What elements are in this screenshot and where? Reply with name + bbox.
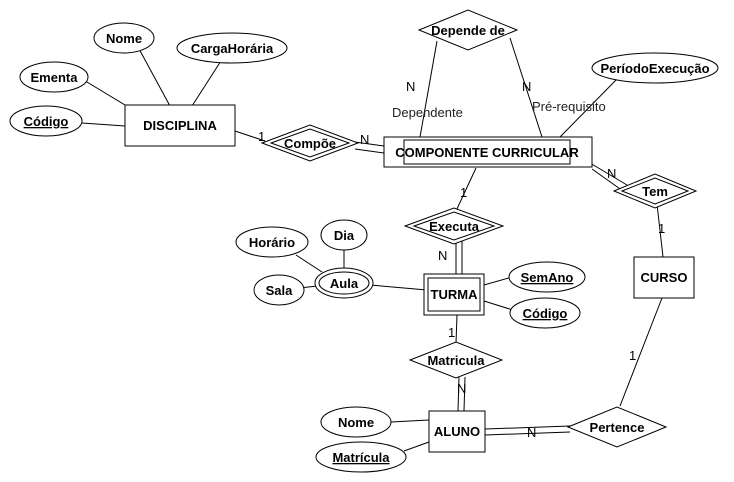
cardinality-matricula-aluno: N <box>457 381 466 396</box>
cardinality-executa-turma: N <box>438 248 447 263</box>
attribute-semano: SemAno <box>508 261 586 293</box>
attribute-matricula-aluno-label: Matrícula <box>332 450 390 465</box>
attribute-nome-aluno: Nome <box>320 406 392 438</box>
entity-disciplina-label: DISCIPLINA <box>143 118 217 133</box>
cardinality-compoe-componente: N <box>360 132 369 147</box>
relationship-depende-label: Depende de <box>431 23 505 38</box>
relationship-pertence: Pertence <box>566 406 668 448</box>
attribute-horario-label: Horário <box>249 235 295 250</box>
entity-disciplina: DISCIPLINA <box>124 104 236 147</box>
attribute-aula-label: Aula <box>330 276 359 291</box>
attribute-sala-label: Sala <box>266 283 294 298</box>
cardinality-tem-componente: N <box>607 166 616 181</box>
relationship-executa-label: Executa <box>429 219 480 234</box>
relationship-compoe: Compõe <box>260 124 360 162</box>
attribute-codigo-turma: Código <box>509 297 581 329</box>
attribute-nome-aluno-label: Nome <box>338 415 374 430</box>
relationship-tem: Tem <box>612 173 698 209</box>
cardinality-executa-componente: 1 <box>460 185 467 200</box>
attribute-carga-label: CargaHorária <box>191 41 274 56</box>
entity-componente-curricular: COMPONENTE CURRICULAR <box>383 136 593 168</box>
attribute-aula-multivalued: Aula <box>314 267 374 299</box>
entity-turma-label: TURMA <box>431 287 479 302</box>
attribute-carga-horaria: CargaHorária <box>176 32 288 64</box>
entity-curso-label: CURSO <box>641 270 688 285</box>
role-dependente: Dependente <box>392 105 463 120</box>
relationship-compoe-label: Compõe <box>284 136 336 151</box>
attribute-sala: Sala <box>253 274 305 306</box>
attribute-codigo-disciplina: Código <box>9 105 83 137</box>
relationship-executa: Executa <box>403 207 505 245</box>
role-pre-requisito: Pré-requisito <box>532 99 606 114</box>
attribute-matricula-aluno: Matrícula <box>315 441 407 473</box>
entity-aluno: ALUNO <box>428 410 486 453</box>
entity-turma: TURMA <box>423 273 485 316</box>
relationship-tem-label: Tem <box>642 184 668 199</box>
attribute-periodo-label: PeríodoExecução <box>600 61 709 76</box>
cardinality-depende-right: N <box>522 79 531 94</box>
attribute-semano-label: SemAno <box>521 270 574 285</box>
cardinality-compoe-disciplina: 1 <box>258 129 265 144</box>
relationship-depende-de: Depende de <box>417 9 519 51</box>
attribute-dia-label: Dia <box>334 228 355 243</box>
cardinality-pertence-curso: 1 <box>629 348 636 363</box>
attribute-ementa: Ementa <box>19 61 89 93</box>
cardinality-pertence-aluno: N <box>527 425 536 440</box>
attribute-dia: Dia <box>320 219 368 251</box>
attribute-horario: Horário <box>235 226 309 258</box>
relationship-matricula-label: Matricula <box>427 353 485 368</box>
connector-lines <box>81 37 664 452</box>
entity-aluno-label: ALUNO <box>434 424 480 439</box>
entity-componente-label: COMPONENTE CURRICULAR <box>395 145 579 160</box>
cardinality-matricula-turma: 1 <box>448 325 455 340</box>
relationship-matricula: Matricula <box>408 341 504 379</box>
cardinality-tem-curso: 1 <box>658 221 665 236</box>
attribute-nome: Nome <box>93 22 155 54</box>
attribute-codigo-turma-label: Código <box>523 306 568 321</box>
attribute-ementa-label: Ementa <box>31 70 79 85</box>
entity-curso: CURSO <box>633 256 695 299</box>
attribute-periodo-execucao: PeríodoExecução <box>591 52 719 84</box>
cardinality-depende-left: N <box>406 79 415 94</box>
relationship-pertence-label: Pertence <box>590 420 645 435</box>
attribute-nome-label: Nome <box>106 31 142 46</box>
attribute-codigo-disciplina-label: Código <box>24 114 69 129</box>
